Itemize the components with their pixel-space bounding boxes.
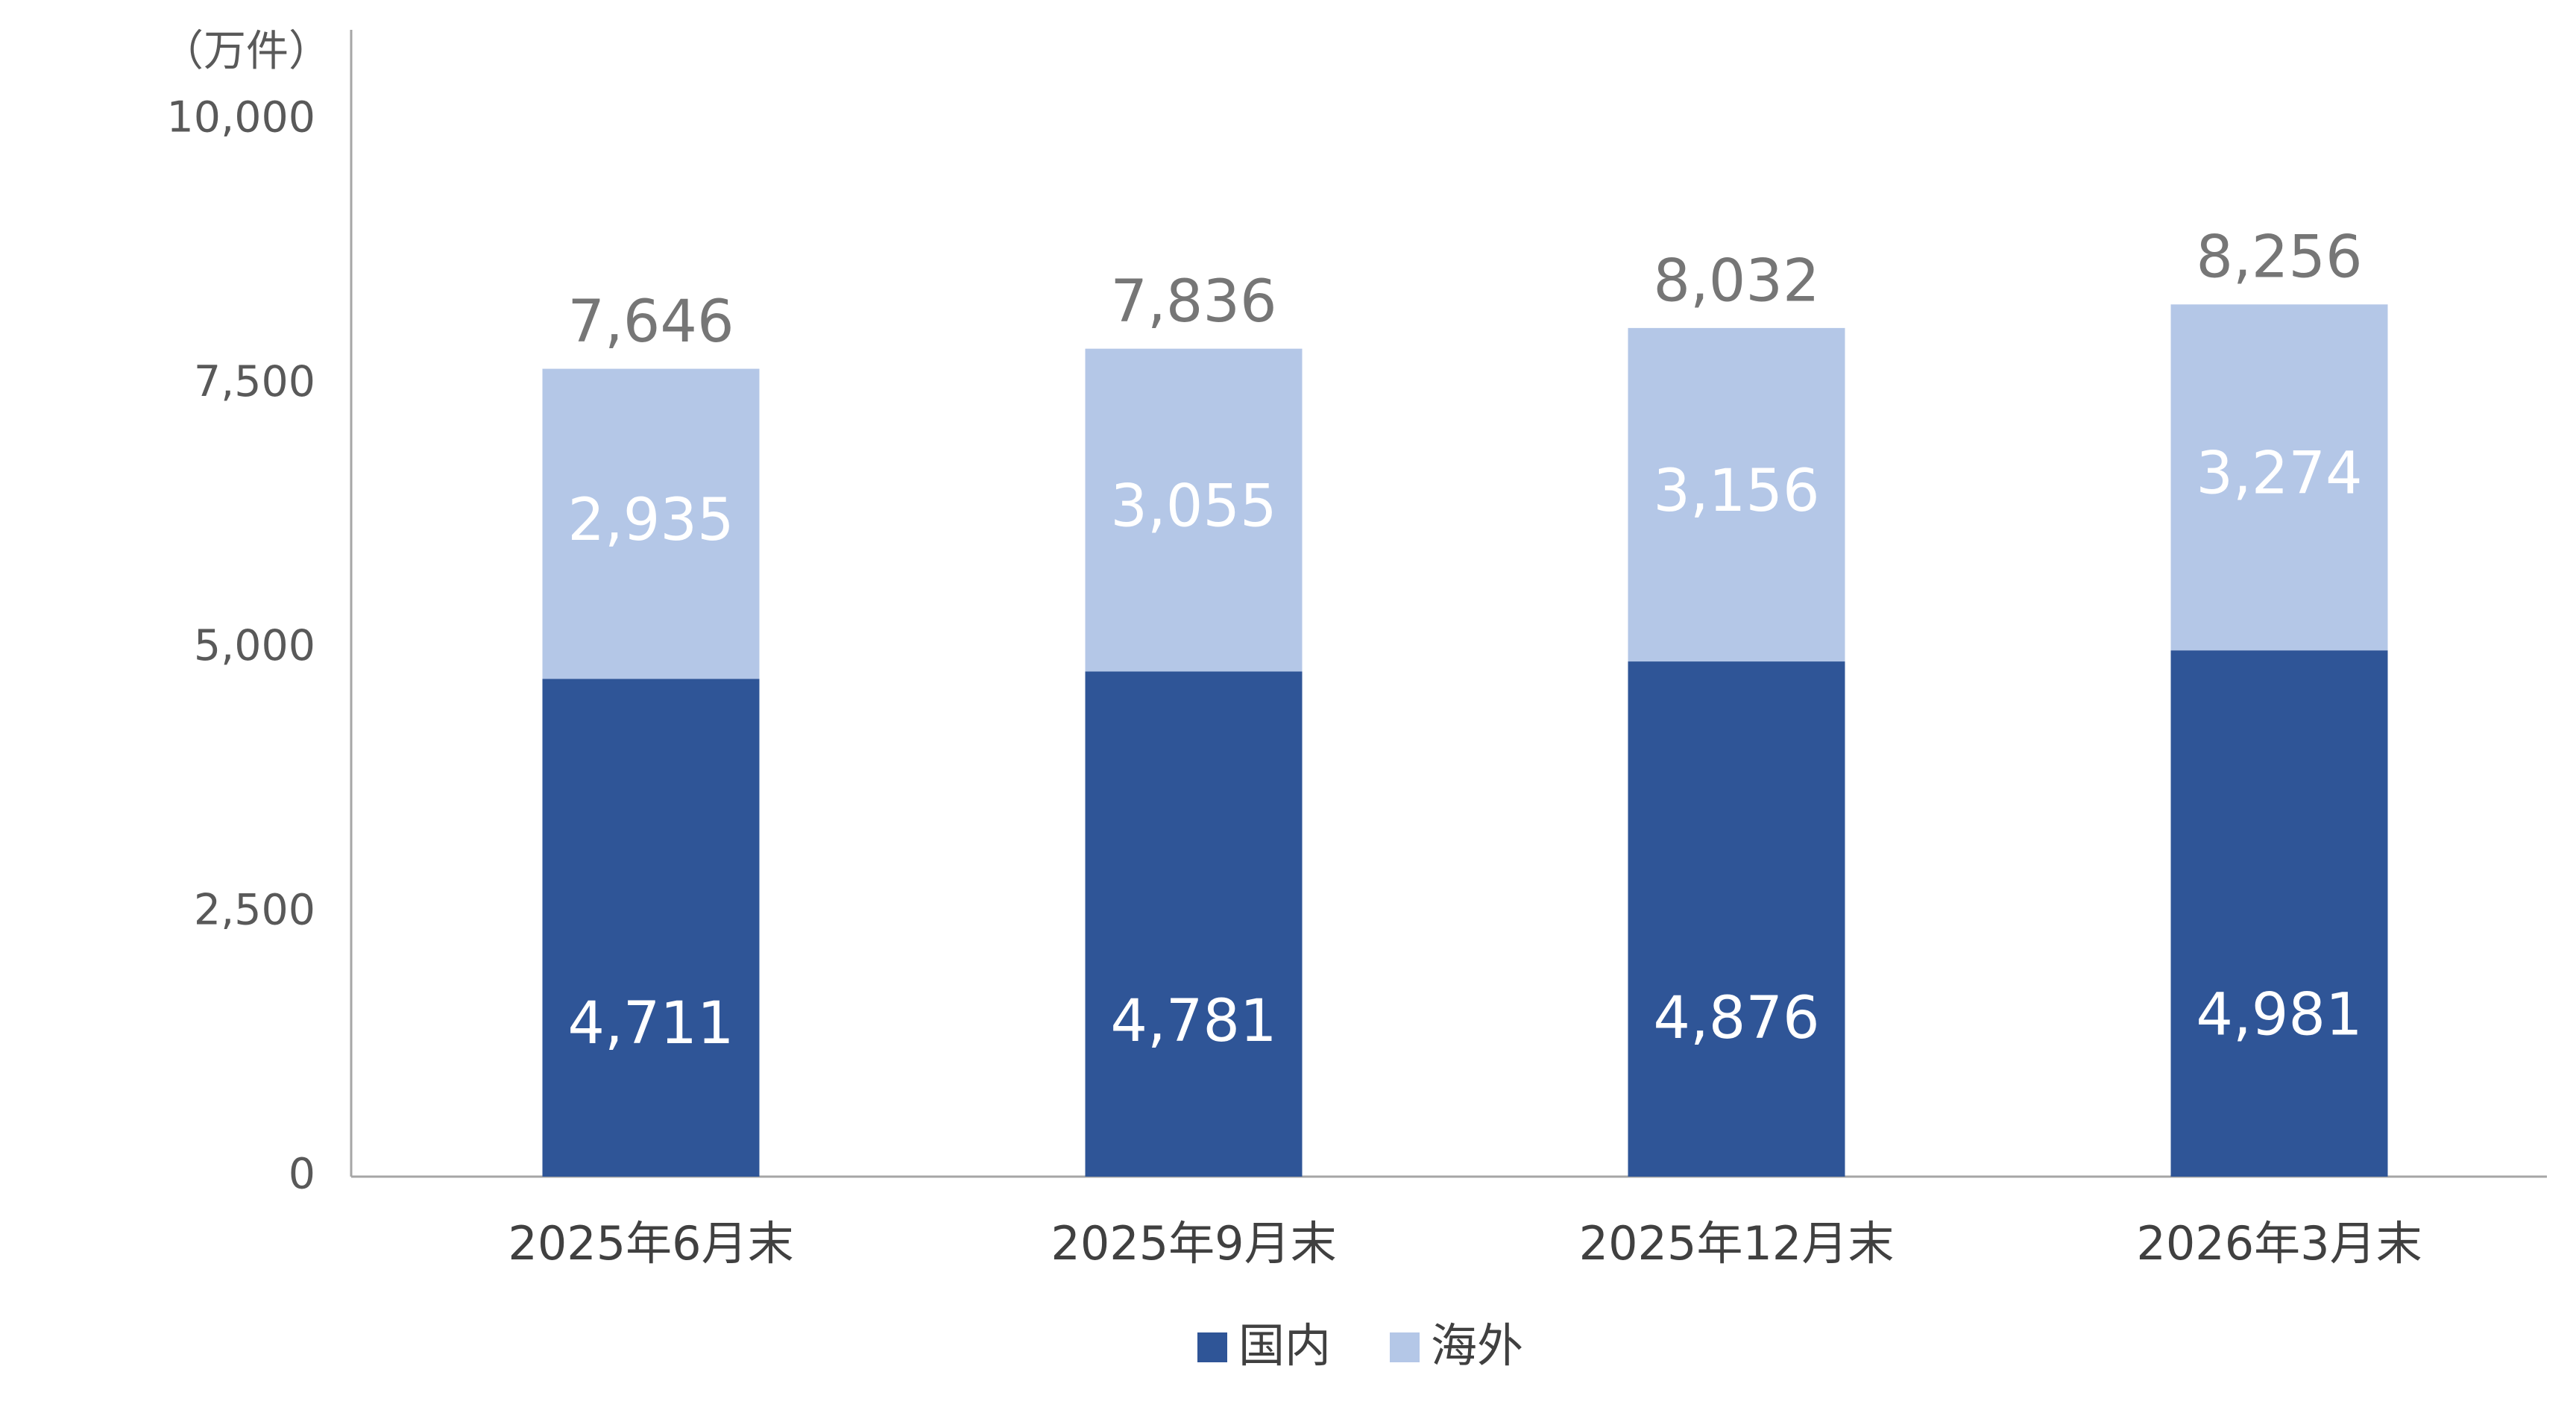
bar-segment xyxy=(2170,650,2388,1177)
x-tick-label: 2025年6月末 xyxy=(508,1216,793,1271)
bar-segment xyxy=(542,679,760,1177)
total-label: 8,256 xyxy=(2196,224,2362,292)
bar-segment xyxy=(1085,671,1303,1177)
y-tick-label: 5,000 xyxy=(194,621,315,670)
legend-swatch xyxy=(1197,1332,1227,1362)
data-label: 3,274 xyxy=(2196,441,2362,508)
y-tick-label: 2,500 xyxy=(194,885,315,934)
data-label: 4,876 xyxy=(1653,985,1819,1052)
data-label: 4,711 xyxy=(567,990,734,1057)
legend-label: 国内 xyxy=(1238,1318,1331,1373)
bar-segment xyxy=(2170,304,2388,651)
legend-label: 海外 xyxy=(1431,1318,1523,1373)
data-label: 2,935 xyxy=(567,487,734,554)
data-label: 4,981 xyxy=(2196,982,2362,1049)
x-tick-label: 2025年12月末 xyxy=(1579,1216,1895,1271)
total-label: 7,646 xyxy=(567,289,734,356)
bar-segment xyxy=(1628,661,1845,1177)
bar-segment xyxy=(1628,327,1845,662)
y-axis-label: （万件） xyxy=(161,27,331,76)
bar-segment xyxy=(542,368,760,679)
x-tick-label: 2026年3月末 xyxy=(2136,1216,2422,1271)
data-label: 3,055 xyxy=(1110,473,1276,541)
y-tick-label: 10,000 xyxy=(167,93,315,142)
bar-segment xyxy=(1085,348,1303,672)
legend-swatch xyxy=(1390,1332,1420,1362)
x-tick-label: 2025年9月末 xyxy=(1051,1216,1336,1271)
data-label: 4,781 xyxy=(1110,988,1276,1055)
total-label: 8,032 xyxy=(1653,248,1819,315)
y-tick-label: 0 xyxy=(289,1150,315,1199)
data-label: 3,156 xyxy=(1653,458,1819,525)
total-label: 7,836 xyxy=(1110,268,1276,336)
y-tick-label: 7,500 xyxy=(194,357,315,406)
